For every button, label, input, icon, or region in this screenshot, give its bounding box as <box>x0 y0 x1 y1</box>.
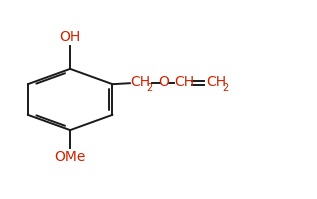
Text: O: O <box>158 75 169 89</box>
Text: CH: CH <box>130 75 150 89</box>
Text: 2: 2 <box>146 83 153 93</box>
Text: CH: CH <box>174 75 194 89</box>
Text: 2: 2 <box>222 83 229 93</box>
Text: OMe: OMe <box>55 150 86 164</box>
Text: CH: CH <box>206 75 226 89</box>
Text: OH: OH <box>60 30 81 44</box>
